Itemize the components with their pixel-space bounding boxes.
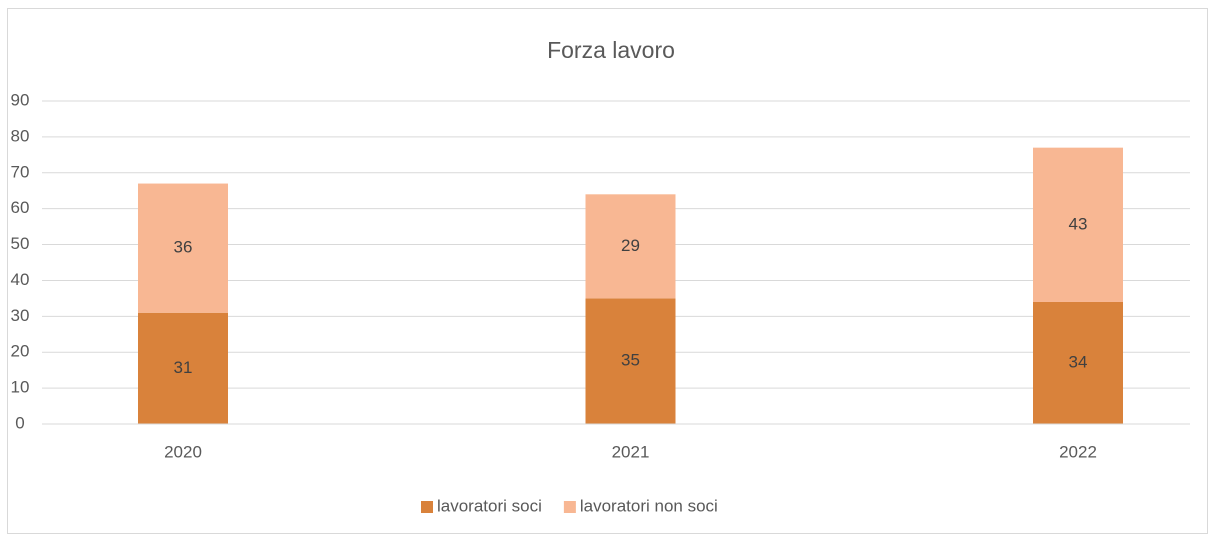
- y-tick-label: 80: [11, 126, 30, 145]
- y-tick-label: 30: [11, 306, 30, 325]
- data-label: 29: [621, 236, 640, 255]
- y-tick-label: 70: [11, 162, 30, 181]
- y-tick-label: 0: [15, 413, 24, 432]
- x-tick-label: 2021: [612, 442, 650, 461]
- data-label: 43: [1069, 214, 1088, 233]
- y-tick-label: 50: [11, 234, 30, 253]
- chart-title: Forza lavoro: [547, 37, 675, 63]
- legend-label: lavoratori non soci: [580, 496, 718, 515]
- legend-label: lavoratori soci: [437, 496, 542, 515]
- y-tick-label: 10: [11, 378, 30, 397]
- y-tick-label: 20: [11, 342, 30, 361]
- bar-segment: [138, 312, 228, 424]
- bar-segment: [1033, 147, 1123, 302]
- y-tick-label: 60: [11, 198, 30, 217]
- bar-segment: [585, 194, 676, 299]
- data-label: 31: [174, 358, 193, 377]
- data-label: 35: [621, 351, 640, 370]
- legend-swatch: [421, 501, 433, 513]
- bar-segment: [138, 183, 228, 313]
- legend-swatch: [563, 501, 576, 513]
- bar-segment: [1033, 301, 1123, 424]
- data-label: 34: [1069, 352, 1088, 371]
- y-tick-label: 90: [11, 90, 30, 109]
- data-label: 36: [174, 238, 193, 257]
- y-tick-label: 40: [11, 270, 30, 289]
- bar-segment: [585, 298, 676, 424]
- x-tick-label: 2020: [164, 442, 202, 461]
- x-tick-label: 2022: [1059, 442, 1097, 461]
